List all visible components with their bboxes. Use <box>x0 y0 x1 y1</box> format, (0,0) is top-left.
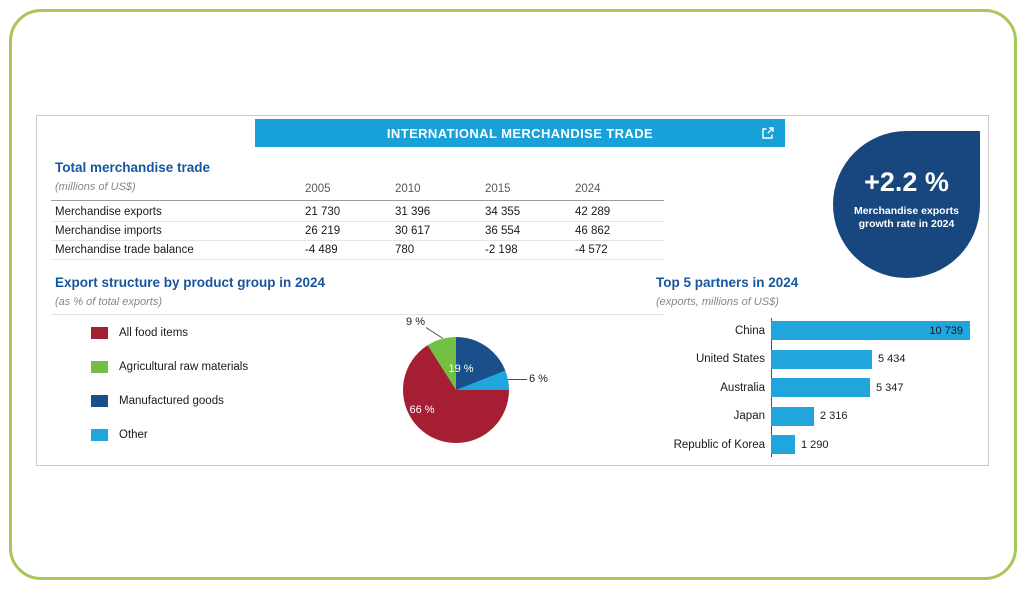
partner-row: Republic of Korea 1 290 <box>627 435 970 454</box>
cell: 21 730 <box>305 206 341 218</box>
cell: 46 862 <box>575 225 611 237</box>
table-row-rule <box>51 221 664 222</box>
partner-label: United States <box>695 353 765 365</box>
cell: 31 396 <box>395 206 431 218</box>
table-row-rule <box>51 240 664 241</box>
partner-bar <box>771 378 870 397</box>
partner-row: United States 5 434 <box>627 349 970 369</box>
trade-table-subtitle: (millions of US$) <box>55 181 136 193</box>
export-structure-title: Export structure by product group in 202… <box>55 275 326 290</box>
partner-label: Republic of Korea <box>673 438 765 451</box>
partner-label: China <box>734 324 765 337</box>
cell: -4 489 <box>305 244 338 256</box>
table-row: Merchandise trade balance -4 489 780 -2 … <box>51 244 667 259</box>
growth-value: +2.2 % <box>864 167 949 197</box>
table-year-headers: 2005 2010 2015 2024 <box>51 183 667 198</box>
trade-table-title: Total merchandise trade <box>55 160 211 175</box>
export-structure-subtitle: (as % of total exports) <box>55 296 162 308</box>
legend-label: Other <box>119 428 148 441</box>
partner-bar <box>771 435 795 454</box>
growth-badge: +2.2 % Merchandise exports growth rate i… <box>833 131 980 278</box>
pie-leader-line <box>508 379 527 380</box>
pie-slice-label: 9 % <box>406 316 425 328</box>
partner-row: China 10 739 <box>627 321 970 340</box>
table-header-rule <box>51 200 664 201</box>
card-header: INTERNATIONAL MERCHANDISE TRADE <box>255 119 785 147</box>
partner-value: 5 434 <box>878 353 906 365</box>
cell: 30 617 <box>395 225 431 237</box>
table-row: Merchandise imports 26 219 30 617 36 554… <box>51 225 667 240</box>
partner-bar <box>771 406 814 426</box>
partners-subtitle: (exports, millions of US$) <box>656 296 779 308</box>
partners-title: Top 5 partners in 2024 <box>656 275 799 290</box>
legend-label: Manufactured goods <box>119 394 224 407</box>
partners-bar-chart: China 10 739 United States 5 434 Austral… <box>627 321 970 454</box>
legend-swatch <box>91 326 108 339</box>
row-label: Merchandise trade balance <box>55 244 194 256</box>
legend-swatch <box>91 360 108 373</box>
pie-slice-label: 6 % <box>529 373 548 385</box>
year-header: 2015 <box>485 183 511 195</box>
partner-label: Australia <box>720 381 765 394</box>
legend-item: Other <box>91 428 248 441</box>
partner-row: Australia 5 347 <box>627 378 970 397</box>
cell: 26 219 <box>305 225 341 237</box>
legend-item: All food items <box>91 326 248 339</box>
partner-value: 2 316 <box>820 410 848 422</box>
year-header: 2010 <box>395 183 421 195</box>
partner-value: 1 290 <box>801 438 829 451</box>
cell: 42 289 <box>575 206 611 218</box>
row-label: Merchandise exports <box>55 206 162 218</box>
pie-legend: All food items Agricultural raw material… <box>91 326 248 441</box>
table-bottom-rule <box>51 259 664 260</box>
page-border-frame <box>9 9 1017 580</box>
cell: -4 572 <box>575 244 608 256</box>
card-title: INTERNATIONAL MERCHANDISE TRADE <box>386 125 654 141</box>
partner-bar <box>771 349 872 369</box>
trade-card: INTERNATIONAL MERCHANDISE TRADE +2.2 % M… <box>36 115 989 466</box>
partner-value: 5 347 <box>876 381 904 394</box>
table-row: Merchandise exports 21 730 31 396 34 355… <box>51 206 667 221</box>
year-header: 2005 <box>305 183 331 195</box>
pie-slice-label: 66 % <box>409 404 435 416</box>
pie-slice-label: 19 % <box>448 363 474 375</box>
legend-label: All food items <box>119 326 189 339</box>
growth-caption: Merchandise exports growth rate in 2024 <box>853 205 960 231</box>
cell: -2 198 <box>485 244 518 256</box>
pie-leader-line <box>425 327 444 339</box>
legend-swatch <box>91 394 108 407</box>
year-header: 2024 <box>575 183 601 195</box>
partner-label: Japan <box>733 410 765 422</box>
legend-item: Manufactured goods <box>91 394 248 407</box>
cell: 36 554 <box>485 225 521 237</box>
legend-label: Agricultural raw materials <box>119 360 249 373</box>
cell: 780 <box>395 244 415 256</box>
legend-item: Agricultural raw materials <box>91 360 248 373</box>
export-structure-rule <box>51 314 664 315</box>
partner-bar: 10 739 <box>771 321 970 340</box>
external-link-icon[interactable] <box>761 126 775 140</box>
pie-chart <box>403 337 509 443</box>
legend-swatch <box>91 428 108 441</box>
cell: 34 355 <box>485 206 521 218</box>
row-label: Merchandise imports <box>55 225 162 237</box>
partner-row: Japan 2 316 <box>627 406 970 426</box>
partner-value: 10 739 <box>929 324 963 337</box>
